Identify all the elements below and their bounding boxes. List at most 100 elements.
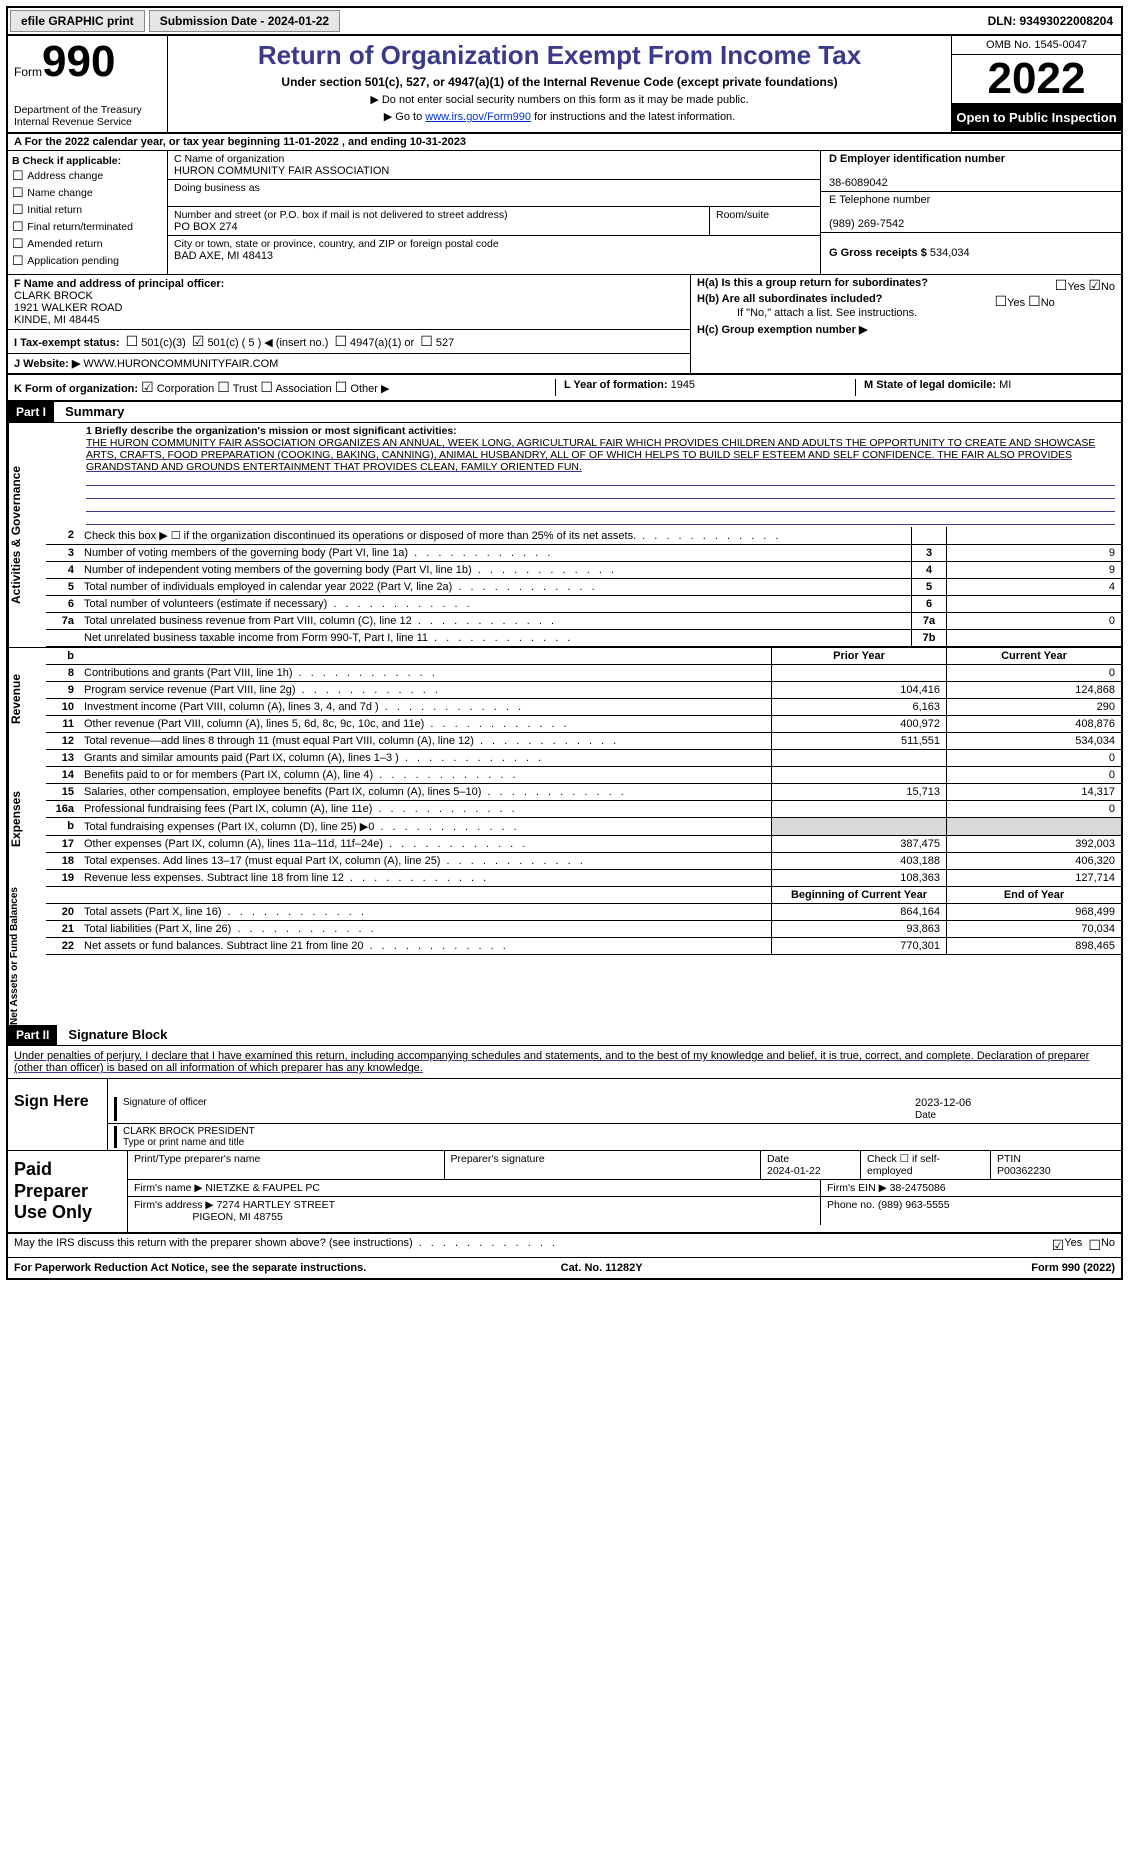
hc-label: H(c) Group exemption number ▶ [697, 324, 867, 336]
data-line: 10Investment income (Part VIII, column (… [46, 699, 1121, 716]
ha-yes[interactable]: ☐ [1055, 277, 1068, 293]
data-line: bTotal fundraising expenses (Part IX, co… [46, 818, 1121, 836]
gov-line: 5Total number of individuals employed in… [46, 579, 1121, 596]
col-h: H(a) Is this a group return for subordin… [691, 275, 1121, 373]
chk-501c[interactable]: ☑ [192, 333, 205, 350]
city-label: City or town, state or province, country… [174, 238, 814, 250]
city-value: BAD AXE, MI 48413 [174, 250, 273, 262]
part1-header: Part I Summary [8, 402, 1121, 423]
tel-value: (989) 269-7542 [829, 218, 904, 230]
chk-527[interactable]: ☐ [420, 333, 433, 350]
data-line: 22Net assets or fund balances. Subtract … [46, 938, 1121, 955]
addr-value: PO BOX 274 [174, 221, 238, 233]
firm-name: NIETZKE & FAUPEL PC [205, 1182, 320, 1194]
addr-label: Number and street (or P.O. box if mail i… [174, 209, 703, 221]
subtitle-1: Under section 501(c), 527, or 4947(a)(1)… [172, 75, 947, 89]
discuss-yes[interactable]: ☑ [1052, 1237, 1065, 1254]
chk-4947[interactable]: ☐ [334, 333, 347, 350]
entity-block: B Check if applicable: Address change Na… [8, 151, 1121, 275]
firm-ein: 38-2475086 [890, 1182, 946, 1194]
data-line: 20Total assets (Part X, line 16)864,1649… [46, 904, 1121, 921]
col-c: C Name of organization HURON COMMUNITY F… [168, 151, 821, 274]
firm-addr1: 7274 HARTLEY STREET [216, 1199, 335, 1211]
footer-cat: Cat. No. 11282Y [561, 1262, 643, 1274]
vside-revenue: Revenue [8, 648, 46, 750]
chk-address-change[interactable]: Address change [12, 168, 163, 184]
chk-501c3[interactable]: ☐ [126, 333, 139, 350]
submission-date-button[interactable]: Submission Date - 2024-01-22 [149, 10, 340, 32]
col-b-checkboxes: B Check if applicable: Address change Na… [8, 151, 168, 274]
gross-label: G Gross receipts $ [829, 247, 927, 259]
paid-preparer-block: Paid Preparer Use Only Print/Type prepar… [8, 1151, 1121, 1234]
header-middle: Return of Organization Exempt From Incom… [168, 36, 951, 132]
summary-revenue: Revenue b Prior Year Current Year 8Contr… [8, 647, 1121, 750]
row-klm: K Form of organization: ☑ Corporation ☐ … [8, 375, 1121, 402]
tel-label: E Telephone number [829, 194, 930, 206]
vside-netassets: Net Assets or Fund Balances [8, 887, 46, 1025]
firm-phone: (989) 963-5555 [878, 1199, 950, 1211]
hb-no[interactable]: ☐ [1028, 293, 1041, 309]
dept-label: Department of the Treasury Internal Reve… [14, 104, 161, 128]
hb-label: H(b) Are all subordinates included? [697, 293, 882, 305]
chk-corp[interactable]: ☑ [141, 379, 154, 395]
form-number: 990 [42, 37, 115, 86]
omb-number: OMB No. 1545-0047 [952, 36, 1121, 55]
hdr-current-year: Current Year [946, 648, 1121, 664]
sign-here-row: Sign Here Signature of officer 2023-12-0… [8, 1079, 1121, 1151]
page-footer: For Paperwork Reduction Act Notice, see … [8, 1258, 1121, 1278]
chk-name-change[interactable]: Name change [12, 185, 163, 201]
hdr-end-year: End of Year [946, 887, 1121, 903]
ha-label: H(a) Is this a group return for subordin… [697, 277, 928, 289]
org-name-label: C Name of organization [174, 153, 814, 165]
officer-name-title: CLARK BROCK PRESIDENT [123, 1126, 255, 1137]
footer-left: For Paperwork Reduction Act Notice, see … [14, 1262, 366, 1274]
ha-no[interactable]: ☑ [1088, 277, 1101, 293]
gov-line: Net unrelated business taxable income fr… [46, 630, 1121, 647]
paid-preparer-label: Paid Preparer Use Only [8, 1151, 128, 1232]
state-domicile-label: M State of legal domicile: [864, 379, 996, 391]
chk-application-pending[interactable]: Application pending [12, 253, 163, 269]
officer-addr2: KINDE, MI 48445 [14, 314, 100, 326]
gov-line: 3Number of voting members of the governi… [46, 545, 1121, 562]
part2-header: Part II Signature Block [8, 1025, 1121, 1046]
form-header: Form990 Department of the Treasury Inter… [8, 36, 1121, 134]
gov-line: 2Check this box ▶ ☐ if the organization … [46, 527, 1121, 545]
irs-link[interactable]: www.irs.gov/Form990 [425, 111, 531, 123]
efile-print-button[interactable]: efile GRAPHIC print [10, 10, 145, 32]
chk-final-return[interactable]: Final return/terminated [12, 219, 163, 235]
gov-line: 4Number of independent voting members of… [46, 562, 1121, 579]
chk-other[interactable]: ☐ [335, 379, 348, 395]
form-org-label: K Form of organization: [14, 383, 138, 395]
top-bar: efile GRAPHIC print Submission Date - 20… [8, 8, 1121, 36]
year-formation: 1945 [671, 379, 695, 391]
prep-date: 2024-01-22 [767, 1165, 821, 1177]
data-line: 13Grants and similar amounts paid (Part … [46, 750, 1121, 767]
officer-label: F Name and address of principal officer: [14, 278, 224, 290]
subtitle-2: Do not enter social security numbers on … [172, 93, 947, 106]
chk-initial-return[interactable]: Initial return [12, 202, 163, 218]
org-name: HURON COMMUNITY FAIR ASSOCIATION [174, 165, 389, 177]
sig-date: 2023-12-06 [915, 1097, 971, 1109]
discuss-no[interactable]: ☐ [1088, 1237, 1101, 1254]
hdr-begin-year: Beginning of Current Year [771, 887, 946, 903]
hb-yes[interactable]: ☐ [995, 293, 1008, 309]
signature-declaration: Under penalties of perjury, I declare th… [8, 1046, 1121, 1079]
chk-trust[interactable]: ☐ [217, 379, 230, 395]
chk-amended-return[interactable]: Amended return [12, 236, 163, 252]
data-line: 19Revenue less expenses. Subtract line 1… [46, 870, 1121, 887]
prep-ptin: P00362230 [997, 1165, 1051, 1177]
col-d: D Employer identification number 38-6089… [821, 151, 1121, 274]
row-fgh: F Name and address of principal officer:… [8, 275, 1121, 375]
state-domicile: MI [999, 379, 1011, 391]
form-page: efile GRAPHIC print Submission Date - 20… [6, 6, 1123, 1280]
prep-sig-hdr: Preparer's signature [445, 1151, 762, 1179]
firm-addr2: PIGEON, MI 48755 [192, 1211, 282, 1223]
chk-assoc[interactable]: ☐ [260, 379, 273, 395]
data-line: 14Benefits paid to or for members (Part … [46, 767, 1121, 784]
sign-here-label: Sign Here [8, 1079, 108, 1150]
prep-selfemp[interactable]: Check ☐ if self-employed [861, 1151, 991, 1179]
sig-officer-label: Signature of officer [114, 1097, 915, 1121]
footer-right: Form 990 (2022) [1031, 1262, 1115, 1274]
col-fij: F Name and address of principal officer:… [8, 275, 691, 373]
gross-value: 534,034 [930, 247, 970, 259]
